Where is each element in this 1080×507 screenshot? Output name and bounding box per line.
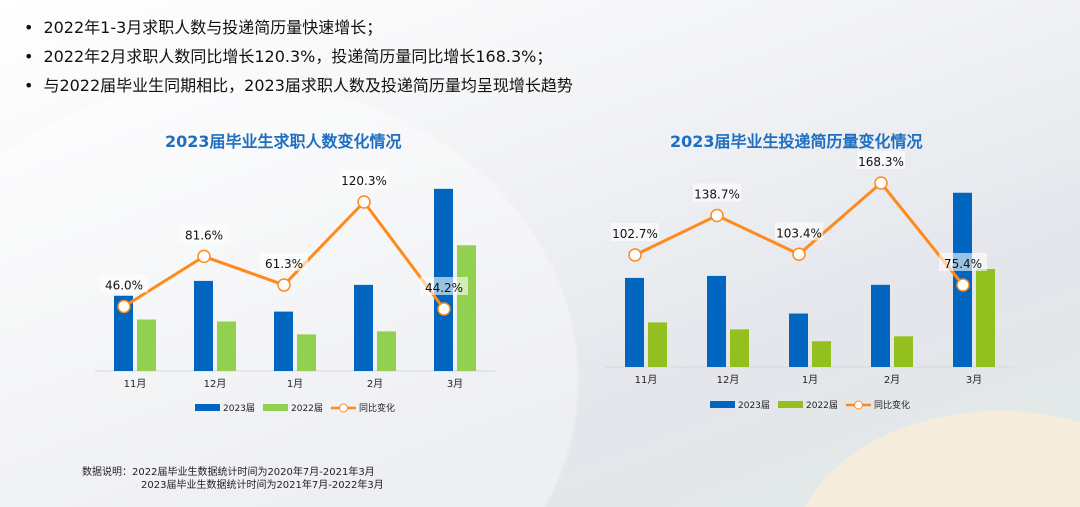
line-point <box>357 195 371 209</box>
legend-label: 2023届 <box>738 400 770 411</box>
x-tick-label: 11月 <box>635 374 658 386</box>
data-label: 103.4% <box>776 226 822 240</box>
bullet-2: • 2022年2月求职人数同比增长120.3%，投递简历量同比增长168.3%； <box>24 47 553 66</box>
x-tick-label: 1月 <box>802 374 818 386</box>
data-label: 120.3% <box>341 174 387 188</box>
line-point <box>277 278 291 292</box>
note-line2: 2023届毕业生数据统计时间为2021年7月-2022年3月 <box>141 480 384 491</box>
bar-2022届 <box>812 341 831 367</box>
legend-swatch <box>195 404 220 411</box>
bar-2023届 <box>871 284 890 367</box>
data-note: 数据说明：2022届毕业生数据统计时间为2020年7月-2021年3月 2023届… <box>82 466 384 492</box>
data-label: 61.3% <box>265 257 303 271</box>
legend-marker <box>339 403 348 413</box>
data-label-bg <box>420 277 468 295</box>
legend-label: 2023届 <box>223 403 255 414</box>
x-tick-label: 1月 <box>287 378 303 390</box>
bar-2022届 <box>297 334 316 371</box>
data-label-bg <box>693 183 741 202</box>
data-label-bg <box>340 170 388 188</box>
note-line1: 2022届毕业生数据统计时间为2020年7月-2021年3月 <box>132 467 375 478</box>
x-tick-label: 2月 <box>884 374 900 386</box>
data-label-bg <box>260 252 308 271</box>
bullet-1: • 2022年1-3月求职人数与投递简历量快速增长； <box>24 18 383 37</box>
data-label: 102.7% <box>612 227 658 241</box>
bar-2022届 <box>377 331 396 371</box>
line-point <box>628 248 642 262</box>
chart1-title: 2023届毕业生求职人数变化情况 <box>165 132 402 151</box>
line-point <box>437 302 451 316</box>
data-label: 44.2% <box>425 281 463 295</box>
x-tick-label: 12月 <box>717 374 740 386</box>
data-label-bg <box>939 253 987 271</box>
bar-2022届 <box>894 336 913 367</box>
bar-2022届 <box>217 321 236 371</box>
bar-2023届 <box>114 295 133 371</box>
line-point <box>792 247 806 262</box>
legend-swatch <box>710 401 735 408</box>
bar-2022届 <box>648 322 667 367</box>
legend-swatch <box>263 404 288 411</box>
x-tick-label: 3月 <box>966 374 982 386</box>
bar-2023届 <box>274 311 293 371</box>
bar-2023届 <box>707 275 726 367</box>
chart2-title: 2023届毕业生投递简历量变化情况 <box>670 132 923 151</box>
data-label: 138.7% <box>694 187 740 201</box>
data-label-bg <box>100 274 148 293</box>
data-label: 46.0% <box>105 278 143 292</box>
bar-2022届 <box>137 319 156 371</box>
legend-label: 同比变化 <box>874 399 910 411</box>
line-point <box>710 208 724 223</box>
data-label: 75.4% <box>944 257 982 271</box>
data-label-bg <box>857 151 905 169</box>
bullet-text: 2022年2月求职人数同比增长120.3%，投递简历量同比增长168.3%； <box>43 47 553 66</box>
legend-label: 2022届 <box>291 403 323 414</box>
bullet-text: 与2022届毕业生同期相比，2023届求职人数及投递简历量均呈现增长趋势 <box>43 76 573 95</box>
legend-label: 同比变化 <box>359 402 395 414</box>
bar-2022届 <box>730 329 749 367</box>
data-label-bg <box>775 222 823 241</box>
bullet-3: • 与2022届毕业生同期相比，2023届求职人数及投递简历量均呈现增长趋势 <box>24 76 573 95</box>
bar-2023届 <box>789 313 808 367</box>
bar-2022届 <box>976 268 995 367</box>
bar-2023届 <box>625 277 644 367</box>
bullet-text: 2022年1-3月求职人数与投递简历量快速增长； <box>43 18 383 37</box>
data-label: 168.3% <box>858 155 904 169</box>
line-point <box>956 278 970 292</box>
line-point <box>197 249 211 264</box>
x-tick-label: 12月 <box>204 378 227 390</box>
legend-label: 2022届 <box>806 400 838 411</box>
legend-swatch <box>778 401 803 408</box>
note-label: 数据说明： <box>82 467 132 478</box>
line-point <box>874 176 888 190</box>
x-tick-label: 3月 <box>447 378 463 390</box>
bar-2022届 <box>457 245 476 371</box>
legend-marker <box>854 400 863 410</box>
bar-2023届 <box>194 280 213 371</box>
bar-2023届 <box>354 284 373 371</box>
x-tick-label: 11月 <box>124 378 147 390</box>
data-label: 81.6% <box>185 228 223 242</box>
data-label-bg <box>611 223 659 242</box>
data-label-bg <box>180 224 228 243</box>
x-tick-label: 2月 <box>367 378 383 390</box>
line-point <box>117 299 131 314</box>
